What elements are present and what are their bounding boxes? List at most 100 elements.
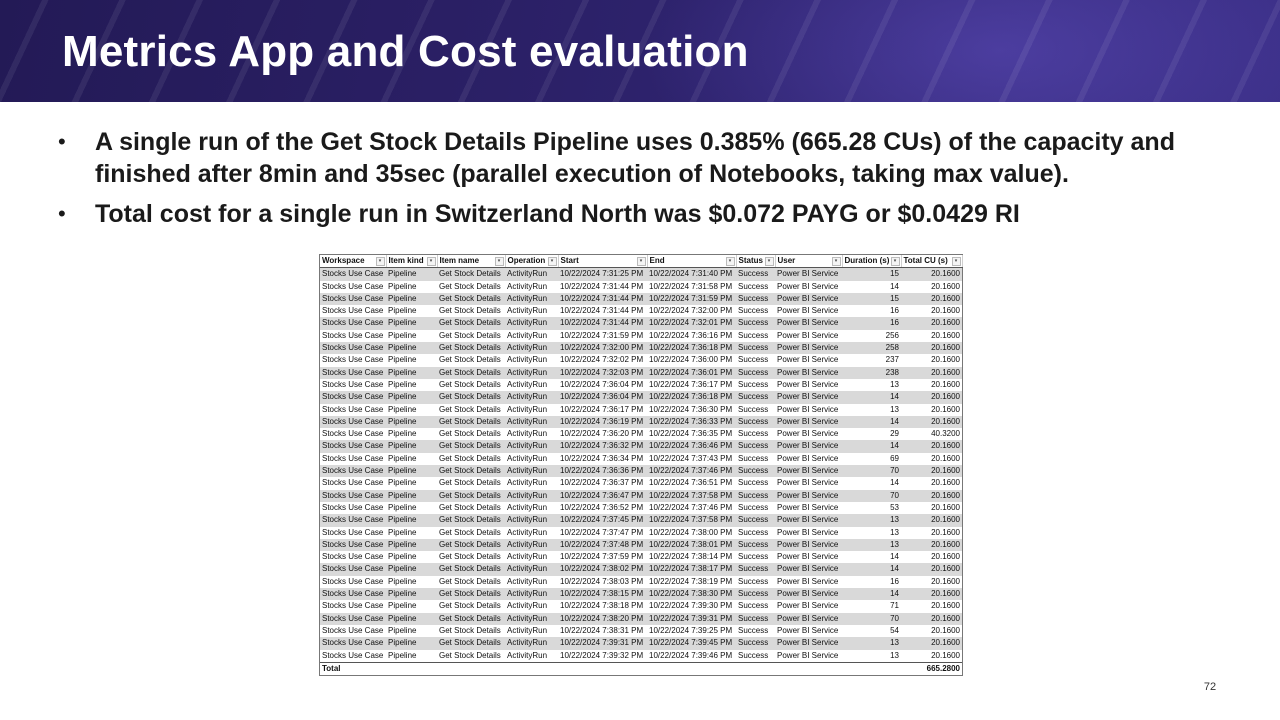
- table-cell: 10/22/2024 7:37:47 PM: [558, 526, 647, 539]
- table-cell: 10/22/2024 7:38:19 PM: [647, 575, 736, 589]
- table-cell: Pipeline: [386, 477, 437, 490]
- table-cell: 10/22/2024 7:38:03 PM: [558, 575, 647, 589]
- table-cell: 256: [842, 329, 901, 343]
- filter-dropdown-icon[interactable]: ▾: [426, 257, 436, 266]
- table-cell: 20.1600: [901, 354, 962, 367]
- table-cell: 14: [842, 551, 901, 564]
- table-cell: 10/22/2024 7:36:16 PM: [647, 329, 736, 343]
- column-header[interactable]: Operation ▾: [505, 255, 559, 269]
- table-cell: Power BI Service: [775, 600, 842, 613]
- total-value: 665.2800: [901, 661, 962, 676]
- column-header[interactable]: User ▾: [775, 255, 843, 269]
- filter-dropdown-icon[interactable]: ▾: [951, 257, 961, 266]
- table-cell: Pipeline: [386, 403, 437, 416]
- table-cell: 10/22/2024 7:31:58 PM: [647, 280, 736, 293]
- table-cell: Stocks Use Case: [320, 551, 386, 564]
- column-header[interactable]: Start ▾: [558, 255, 648, 269]
- column-header-label: Item kind: [388, 256, 424, 265]
- table-cell: Success: [736, 649, 775, 663]
- table-cell: Pipeline: [386, 292, 437, 306]
- table-cell: 69: [842, 452, 901, 466]
- table-cell: 20.1600: [901, 452, 962, 466]
- table-cell: Pipeline: [386, 538, 437, 552]
- table-cell: Get Stock Details: [437, 501, 505, 515]
- table-cell: Pipeline: [386, 329, 437, 343]
- filter-dropdown-icon[interactable]: ▾: [831, 257, 841, 266]
- filter-dropdown-icon[interactable]: ▾: [375, 257, 385, 266]
- filter-dropdown-icon[interactable]: ▾: [764, 257, 774, 266]
- table-cell: ActivityRun: [505, 415, 558, 429]
- header-row: Workspace ▾ Item kind ▾ Item name ▾ Operation ▾…: [320, 255, 963, 269]
- table-cell: 20.1600: [901, 637, 962, 650]
- column-header[interactable]: Total CU (s) ▾: [901, 255, 963, 269]
- filter-dropdown-icon[interactable]: ▾: [890, 257, 900, 266]
- table-cell: Success: [736, 501, 775, 515]
- table-cell: 258: [842, 342, 901, 355]
- table-cell: 10/22/2024 7:38:00 PM: [647, 526, 736, 539]
- table-cell: Get Stock Details: [437, 624, 505, 638]
- table-cell: Power BI Service: [775, 526, 842, 539]
- table-cell: 10/22/2024 7:32:03 PM: [558, 366, 647, 379]
- table-cell: Power BI Service: [775, 428, 842, 441]
- table-cell: Get Stock Details: [437, 292, 505, 306]
- column-header[interactable]: Item name ▾: [437, 255, 506, 269]
- table-cell: Power BI Service: [775, 465, 842, 478]
- bullet-dot-icon: •: [58, 129, 66, 154]
- column-header[interactable]: Item kind ▾: [386, 255, 438, 269]
- spreadsheet-table: Workspace ▾ Item kind ▾ Item name ▾ Operation ▾…: [319, 254, 963, 677]
- table-cell: 10/22/2024 7:39:25 PM: [647, 624, 736, 638]
- table-cell: 13: [842, 514, 901, 527]
- table-cell: Stocks Use Case: [320, 317, 386, 330]
- table-cell: 10/22/2024 7:31:40 PM: [647, 267, 736, 281]
- table-cell: Pipeline: [386, 489, 437, 502]
- table-cell: 20.1600: [901, 292, 962, 306]
- table-row: Stocks Use Case Pipeline Get Stock Details…: [320, 600, 962, 613]
- filter-dropdown-icon[interactable]: ▾: [636, 257, 646, 266]
- bullet-item: • A single run of the Get Stock Details …: [58, 126, 1218, 190]
- table-row: Stocks Use Case Pipeline Get Stock Details…: [320, 551, 962, 564]
- table-cell: 10/22/2024 7:32:00 PM: [647, 305, 736, 318]
- table-cell: 10/22/2024 7:36:04 PM: [558, 391, 647, 404]
- column-header[interactable]: Status ▾: [736, 255, 776, 269]
- table-cell: 10/22/2024 7:39:31 PM: [558, 637, 647, 650]
- table-cell: 10/22/2024 7:36:18 PM: [647, 391, 736, 404]
- table-cell: Pipeline: [386, 280, 437, 293]
- table-cell: 54: [842, 624, 901, 638]
- column-header[interactable]: Workspace ▾: [320, 255, 387, 269]
- table-cell: 10/22/2024 7:37:45 PM: [558, 514, 647, 527]
- table-cell: ActivityRun: [505, 391, 558, 404]
- filter-dropdown-icon[interactable]: ▾: [494, 257, 504, 266]
- table-cell: ActivityRun: [505, 342, 558, 355]
- table-cell: Get Stock Details: [437, 354, 505, 367]
- table-cell: Stocks Use Case: [320, 489, 386, 502]
- table-cell: 10/22/2024 7:36:18 PM: [647, 342, 736, 355]
- table-cell: 14: [842, 440, 901, 453]
- table-cell: 10/22/2024 7:37:46 PM: [647, 501, 736, 515]
- table-cell: Get Stock Details: [437, 637, 505, 650]
- filter-dropdown-icon[interactable]: ▾: [547, 257, 557, 266]
- table-cell: Power BI Service: [775, 329, 842, 343]
- table-cell: 10/22/2024 7:38:02 PM: [558, 563, 647, 576]
- table-cell: ActivityRun: [505, 428, 558, 441]
- table-cell: ActivityRun: [505, 354, 558, 367]
- table-cell: 16: [842, 317, 901, 330]
- table-cell: Pipeline: [386, 588, 437, 601]
- column-header[interactable]: Duration (s) ▾: [842, 255, 902, 269]
- table-cell: 10/22/2024 7:36:34 PM: [558, 452, 647, 466]
- table-row: Stocks Use Case Pipeline Get Stock Details…: [320, 391, 962, 404]
- column-header-label: Status: [738, 256, 763, 265]
- filter-dropdown-icon[interactable]: ▾: [725, 257, 735, 266]
- table-cell: 20.1600: [901, 538, 962, 552]
- table-cell: Stocks Use Case: [320, 342, 386, 355]
- table-cell: Power BI Service: [775, 588, 842, 601]
- table-cell: ActivityRun: [505, 514, 558, 527]
- table-cell: 13: [842, 526, 901, 539]
- table-cell: 20.1600: [901, 440, 962, 453]
- column-header[interactable]: End ▾: [647, 255, 737, 269]
- table-cell: ActivityRun: [505, 600, 558, 613]
- table-cell: 20.1600: [901, 317, 962, 330]
- table-cell: Power BI Service: [775, 415, 842, 429]
- table-cell: 14: [842, 415, 901, 429]
- table-row: Stocks Use Case Pipeline Get Stock Details…: [320, 637, 962, 650]
- table-cell: Success: [736, 465, 775, 478]
